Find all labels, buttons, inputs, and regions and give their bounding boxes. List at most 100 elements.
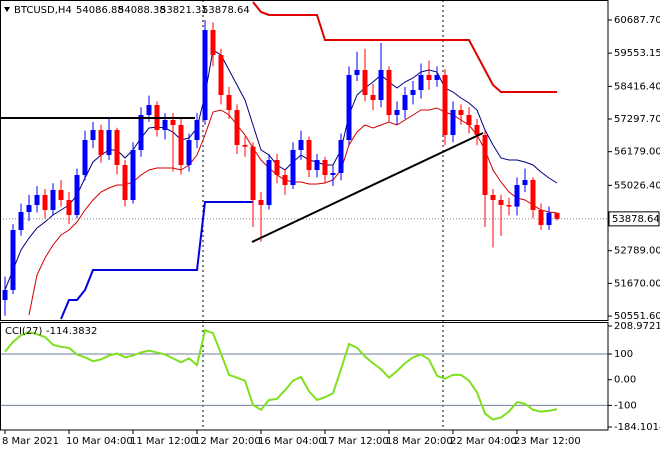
candle-body	[2, 289, 8, 301]
cci-value: -114.3832	[46, 326, 97, 337]
y-tick-label: 60687.70	[614, 15, 660, 26]
price-panel	[0, 1, 608, 320]
y-tick-label: 56179.00	[614, 147, 660, 158]
candle-body	[490, 194, 496, 200]
candle-body	[402, 94, 408, 111]
candle-body	[554, 212, 560, 219]
y-tick-label: 55026.40	[614, 180, 660, 191]
y-tick-label: -184.1014	[614, 422, 660, 433]
candle-body	[474, 124, 480, 136]
candle-body	[138, 114, 144, 150]
ohlc-low: 53821.31	[160, 5, 208, 16]
candle-body	[130, 149, 136, 200]
candle-body	[442, 74, 448, 136]
cci-title: CCI(27)	[5, 326, 43, 337]
candle-body	[42, 194, 48, 211]
y-tick-label: 52789.00	[614, 246, 660, 257]
candle-body	[106, 130, 112, 156]
x-tick-label: 23 Mar 12:00	[514, 436, 581, 447]
candle-body	[522, 179, 528, 186]
cci-panel	[0, 329, 608, 421]
candle-body	[58, 189, 64, 200]
candle-body	[162, 119, 168, 131]
indicator-line	[252, 1, 557, 93]
candle-body	[354, 69, 360, 75]
x-tick-label: 22 Mar 04:00	[450, 436, 517, 447]
candle-body	[410, 89, 416, 95]
candle-body	[186, 139, 192, 165]
ohlc-close: 53878.64	[202, 5, 250, 16]
candle-body	[330, 172, 336, 175]
candle-body	[322, 160, 328, 175]
y-tick-label: 50551.60	[614, 311, 660, 322]
candle-body	[418, 74, 424, 90]
candle-body	[378, 69, 384, 100]
candle-body	[394, 110, 400, 115]
x-tick-label: 11 Mar 12:00	[130, 436, 197, 447]
candle-body	[18, 211, 24, 231]
candle-body	[202, 30, 208, 120]
candle-body	[266, 160, 272, 206]
candle-body	[98, 130, 104, 156]
candle-body	[218, 55, 224, 95]
candle-body	[82, 139, 88, 175]
candle-body	[290, 149, 296, 186]
price-label-box	[608, 211, 660, 227]
ohlc-open: 54086.88	[76, 5, 124, 16]
candle-body	[370, 94, 376, 100]
candle-body	[74, 174, 80, 215]
candle-body	[122, 164, 128, 200]
y-tick-label: 208.9721	[614, 321, 660, 332]
candle-body	[482, 135, 488, 195]
candle-body	[114, 130, 120, 165]
candle-body	[10, 230, 16, 290]
collapse-icon[interactable]	[4, 7, 10, 12]
candle-body	[210, 30, 216, 56]
candle-body	[26, 205, 32, 212]
candle-body	[298, 139, 304, 150]
candle-body	[386, 69, 392, 115]
candle-body	[170, 119, 176, 125]
candle-body	[514, 185, 520, 207]
y-tick-label: 59553.15	[614, 48, 660, 59]
x-tick-label: 16 Mar 04:00	[258, 436, 325, 447]
cci-frame	[0, 322, 609, 431]
current-price-label: 53878.64	[612, 214, 660, 225]
x-tick-label: 12 Mar 20:00	[194, 436, 261, 447]
x-tick-label: 18 Mar 20:00	[386, 436, 453, 447]
y-tick-label: 57297.70	[614, 114, 660, 125]
y-tick-label: 100	[614, 349, 633, 360]
indicator-line	[4, 49, 558, 291]
candle-body	[146, 105, 152, 115]
candle-body	[194, 119, 200, 140]
candle-body	[498, 199, 504, 206]
candle-body	[242, 144, 248, 147]
candle-body	[434, 74, 440, 81]
candle-body	[282, 174, 288, 186]
candle-body	[530, 179, 536, 211]
candle-body	[226, 94, 232, 111]
candle-body	[250, 146, 256, 200]
candle-body	[458, 110, 464, 115]
x-tick-label: 8 Mar 2021	[2, 436, 59, 447]
candle-body	[450, 110, 456, 136]
y-tick-label: 0.00	[614, 375, 636, 386]
candle-body	[338, 139, 344, 173]
y-tick-label: -100	[614, 400, 637, 411]
candle-body	[50, 189, 56, 211]
ohlc-high: 54088.38	[118, 5, 166, 16]
candle-body	[546, 212, 552, 226]
y-tick-label: 58416.40	[614, 81, 660, 92]
symbol-title: BTCUSD,H4	[14, 5, 72, 16]
cci-line	[4, 329, 558, 421]
candle-body	[306, 139, 312, 170]
candle-body	[258, 199, 264, 206]
candle-body	[466, 114, 472, 125]
candle-body	[426, 74, 432, 81]
candle-body	[34, 194, 40, 206]
candle-body	[506, 205, 512, 207]
candle-body	[178, 124, 184, 165]
candle-body	[90, 130, 96, 140]
